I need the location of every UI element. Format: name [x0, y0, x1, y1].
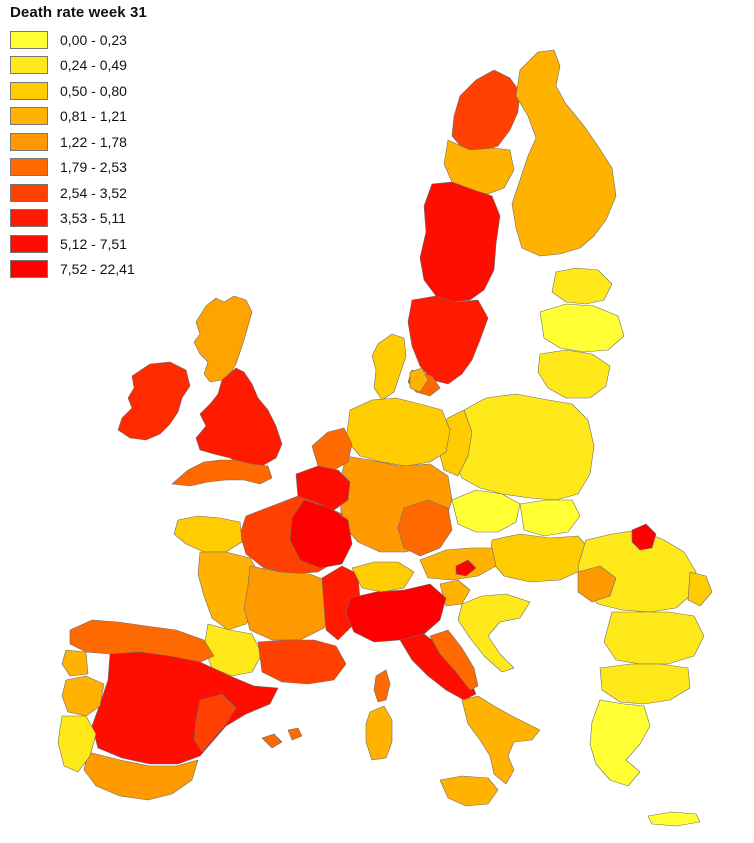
legend-item: 1,22 - 1,78 [10, 129, 200, 155]
region-poland [451, 393, 595, 501]
region-sardinia [365, 705, 393, 761]
region-france-ne [289, 499, 353, 569]
region-croatia [457, 593, 531, 673]
legend-item: 0,81 - 1,21 [10, 104, 200, 130]
region-france-central [243, 565, 335, 641]
region-czechia [451, 489, 521, 533]
legend-title: Death rate week 31 [10, 4, 147, 21]
legend-item: 2,54 - 3,52 [10, 180, 200, 206]
legend-item: 0,24 - 0,49 [10, 53, 200, 79]
legend-label: 1,22 - 1,78 [60, 133, 127, 150]
legend-label: 0,50 - 0,80 [60, 82, 127, 99]
legend-swatch [10, 234, 48, 253]
legend-items: 0,00 - 0,23 0,24 - 0,49 0,50 - 0,80 0,81… [10, 27, 200, 282]
region-england-main [195, 367, 283, 467]
region-germany-bavaria [397, 499, 453, 557]
region-latvia [539, 303, 625, 353]
legend-swatch [10, 183, 48, 202]
legend-swatch [10, 260, 48, 279]
region-greece-north [599, 663, 691, 705]
legend-swatch [10, 81, 48, 100]
region-spain-north [69, 619, 215, 665]
legend-swatch [10, 30, 48, 49]
region-balearics [261, 733, 283, 749]
legend-item: 0,50 - 0,80 [10, 78, 200, 104]
region-estonia [551, 267, 613, 305]
region-denmark [371, 333, 407, 401]
legend-swatch [10, 209, 48, 228]
legend-label: 2,54 - 3,52 [60, 184, 127, 201]
region-balearics-2 [287, 727, 303, 741]
legend-item: 5,12 - 7,51 [10, 231, 200, 257]
region-norway-north [451, 69, 521, 153]
region-greece-main [589, 699, 651, 787]
region-slovakia [519, 499, 581, 537]
region-sweden-north [443, 139, 515, 195]
region-italy-north [345, 583, 447, 643]
region-spain-east [193, 693, 237, 753]
region-sicily [439, 775, 499, 807]
legend-item: 3,53 - 5,11 [10, 206, 200, 232]
legend-item: 7,52 - 22,41 [10, 257, 200, 283]
region-scotland [193, 295, 253, 383]
region-hungary [489, 533, 591, 583]
region-germany-north [345, 397, 451, 467]
legend-label: 7,52 - 22,41 [60, 261, 135, 278]
region-ireland [117, 361, 191, 441]
region-brittany [173, 515, 243, 553]
legend-label: 5,12 - 7,51 [60, 235, 127, 252]
region-corsica [373, 669, 391, 703]
region-sweden-south [407, 295, 489, 385]
region-austria-hotspot [455, 559, 477, 577]
region-portugal-coast [61, 649, 89, 677]
legend-swatch [10, 132, 48, 151]
region-bulgaria [603, 611, 705, 665]
region-france-se [257, 639, 347, 685]
legend: Death rate week 31 0,00 - 0,23 0,24 - 0,… [10, 4, 200, 282]
region-denmark-island [409, 367, 429, 393]
region-spain-south [83, 751, 199, 801]
region-sw-england [171, 459, 273, 487]
legend-item: 0,00 - 0,23 [10, 27, 200, 53]
legend-item: 1,79 - 2,53 [10, 155, 200, 181]
region-crete [647, 811, 701, 827]
region-italy-south [461, 695, 541, 785]
region-romania-ne [631, 523, 657, 551]
legend-label: 0,24 - 0,49 [60, 57, 127, 74]
legend-swatch [10, 158, 48, 177]
region-austria [419, 547, 497, 581]
region-sweden-mid [419, 181, 501, 303]
region-romania-east [687, 571, 713, 607]
legend-label: 0,81 - 1,21 [60, 108, 127, 125]
region-finland [511, 49, 617, 257]
region-italy-central-east [429, 629, 479, 691]
region-portugal-south [57, 715, 97, 773]
region-portugal-north [61, 675, 105, 717]
region-romania-w [577, 565, 617, 603]
legend-swatch [10, 107, 48, 126]
region-switzerland [351, 561, 415, 593]
legend-label: 3,53 - 5,11 [60, 210, 126, 227]
legend-label: 1,79 - 2,53 [60, 159, 127, 176]
legend-swatch [10, 56, 48, 75]
legend-label: 0,00 - 0,23 [60, 31, 127, 48]
region-lithuania [537, 349, 611, 399]
